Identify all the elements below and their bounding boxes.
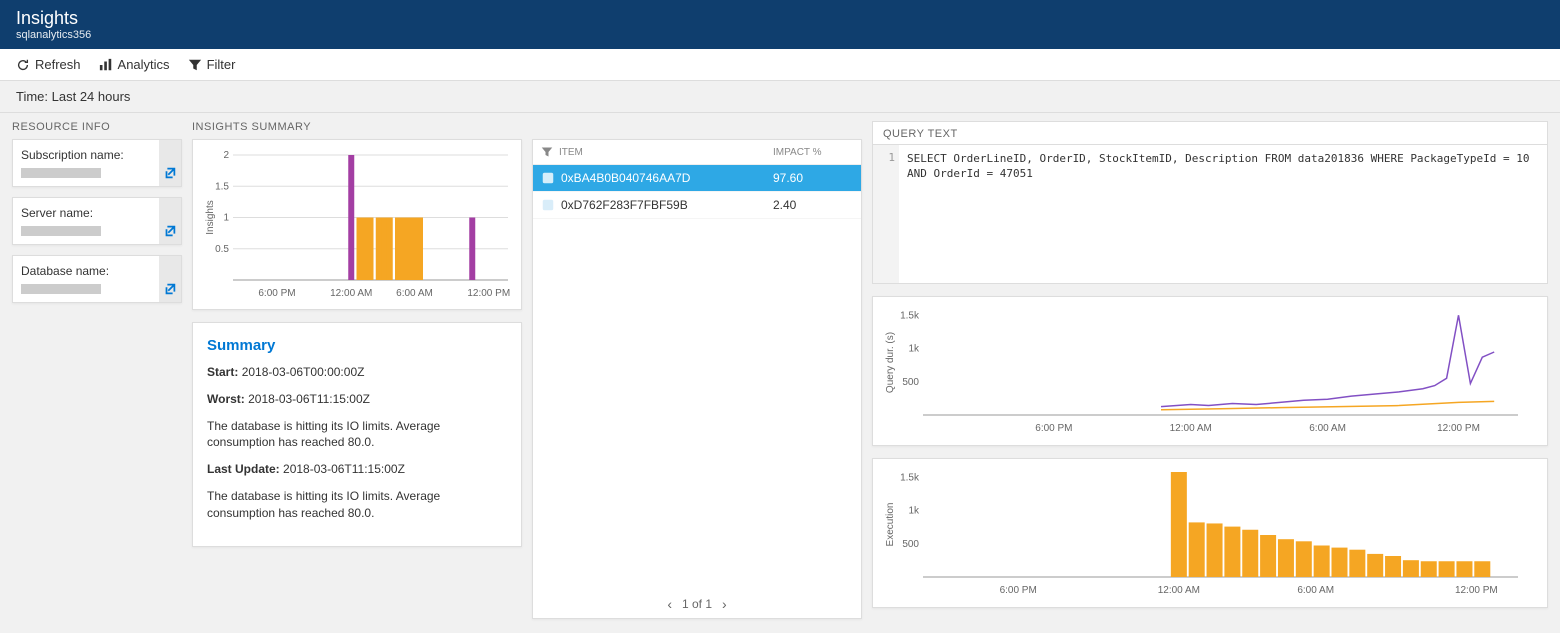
query-text-body: 1 SELECT OrderLineID, OrderID, StockItem… xyxy=(872,144,1548,284)
refresh-button[interactable]: Refresh xyxy=(16,57,81,72)
summary-title: Summary xyxy=(207,337,507,354)
svg-text:6:00 AM: 6:00 AM xyxy=(1309,423,1346,434)
svg-text:1: 1 xyxy=(223,213,229,224)
item-header[interactable]: ITEM xyxy=(559,147,773,158)
query-duration-chart: 500 1k 1.5k 6:00 PM 12:00 AM 6:00 AM 12:00 PM Q… xyxy=(883,305,1523,435)
svg-text:2: 2 xyxy=(223,150,229,161)
update-label: Last Update: xyxy=(207,462,280,476)
analytics-icon xyxy=(99,58,113,72)
item-id: 0xD762F283F7FBF59B xyxy=(561,198,773,212)
svg-text:6:00 PM: 6:00 PM xyxy=(1000,585,1037,596)
svg-text:Execution: Execution xyxy=(885,503,896,547)
open-external-button[interactable] xyxy=(159,198,181,244)
svg-text:Query dur. (s): Query dur. (s) xyxy=(885,332,896,393)
item-list-header: ITEM IMPACT % xyxy=(533,140,861,165)
resource-value-placeholder xyxy=(21,168,101,178)
resource-info-label: RESOURCE INFO xyxy=(12,121,182,133)
start-label: Start: xyxy=(207,365,238,379)
resource-card[interactable]: Server name: xyxy=(12,197,182,245)
page-subtitle: sqlanalytics356 xyxy=(16,29,1544,41)
pager-next[interactable]: › xyxy=(722,596,727,612)
svg-text:Insights: Insights xyxy=(205,200,216,234)
insights-chart: 0.5 1 1.5 2 6:00 PM 12:00 AM 6:00 AM 12:00 PM In… xyxy=(203,150,513,300)
item-impact: 97.60 xyxy=(773,171,853,185)
svg-text:6:00 PM: 6:00 PM xyxy=(258,288,295,299)
analytics-label: Analytics xyxy=(118,57,170,72)
open-external-button[interactable] xyxy=(159,256,181,302)
svg-text:500: 500 xyxy=(902,539,919,550)
resource-card[interactable]: Subscription name: xyxy=(12,139,182,187)
page-title: Insights xyxy=(16,8,1544,29)
query-text-label: QUERY TEXT xyxy=(872,121,1548,144)
svg-text:12:00 AM: 12:00 AM xyxy=(330,288,372,299)
svg-text:0.5: 0.5 xyxy=(215,244,229,255)
resource-value-placeholder xyxy=(21,284,101,294)
query-code[interactable]: SELECT OrderLineID, OrderID, StockItemID… xyxy=(899,145,1547,283)
svg-text:1k: 1k xyxy=(908,506,920,517)
execution-chart: 500 1k 1.5k 6:00 PM 12:00 AM 6:00 AM 12:00 PM E… xyxy=(883,467,1523,597)
summary-card: Summary Start: 2018-03-06T00:00:00Z Wors… xyxy=(192,322,522,547)
resource-card[interactable]: Database name: xyxy=(12,255,182,303)
query-icon xyxy=(541,198,555,212)
svg-text:1.5: 1.5 xyxy=(215,181,229,192)
item-row[interactable]: 0xBA4B0B040746AA7D 97.60 xyxy=(533,165,861,192)
worst-label: Worst: xyxy=(207,392,245,406)
worst-value: 2018-03-06T11:15:00Z xyxy=(248,392,370,406)
svg-text:6:00 AM: 6:00 AM xyxy=(1297,585,1334,596)
item-row[interactable]: 0xD762F283F7FBF59B 2.40 xyxy=(533,192,861,219)
svg-text:12:00 PM: 12:00 PM xyxy=(1455,585,1498,596)
pager: ‹ 1 of 1 › xyxy=(533,590,861,618)
open-external-button[interactable] xyxy=(159,140,181,186)
svg-text:12:00 AM: 12:00 AM xyxy=(1170,423,1212,434)
start-value: 2018-03-06T00:00:00Z xyxy=(242,365,365,379)
impact-header[interactable]: IMPACT % xyxy=(773,147,853,158)
resource-label: Server name: xyxy=(21,206,151,220)
filter-button[interactable]: Filter xyxy=(188,57,236,72)
item-list-card: ITEM IMPACT % 0xBA4B0B040746AA7D 97.60 0… xyxy=(532,139,862,619)
svg-text:500: 500 xyxy=(902,377,919,388)
summary-msg1: The database is hitting its IO limits. A… xyxy=(207,418,507,452)
resource-value-placeholder xyxy=(21,226,101,236)
filter-icon[interactable] xyxy=(541,146,553,158)
filter-label: Filter xyxy=(207,57,236,72)
pager-text: 1 of 1 xyxy=(682,597,712,611)
svg-text:1.5k: 1.5k xyxy=(900,472,920,483)
page-header: Insights sqlanalytics356 xyxy=(0,0,1560,49)
query-icon xyxy=(541,171,555,185)
svg-text:6:00 AM: 6:00 AM xyxy=(396,288,433,299)
svg-text:1.5k: 1.5k xyxy=(900,310,920,321)
update-value: 2018-03-06T11:15:00Z xyxy=(283,462,405,476)
open-external-icon xyxy=(163,166,177,180)
insights-summary-label: INSIGHTS SUMMARY xyxy=(192,121,522,133)
query-line-gutter: 1 xyxy=(873,145,899,283)
item-impact: 2.40 xyxy=(773,198,853,212)
svg-text:12:00 PM: 12:00 PM xyxy=(467,288,510,299)
item-id: 0xBA4B0B040746AA7D xyxy=(561,171,773,185)
filter-icon xyxy=(188,58,202,72)
open-external-icon xyxy=(163,224,177,238)
svg-text:12:00 AM: 12:00 AM xyxy=(1158,585,1200,596)
svg-text:1k: 1k xyxy=(908,344,920,355)
resource-label: Database name: xyxy=(21,264,151,278)
resource-label: Subscription name: xyxy=(21,148,151,162)
refresh-icon xyxy=(16,58,30,72)
execution-chart-card[interactable]: 500 1k 1.5k 6:00 PM 12:00 AM 6:00 AM 12:00 PM E… xyxy=(872,458,1548,608)
toolbar: Refresh Analytics Filter xyxy=(0,49,1560,81)
svg-text:12:00 PM: 12:00 PM xyxy=(1437,423,1480,434)
insights-chart-card[interactable]: 0.5 1 1.5 2 6:00 PM 12:00 AM 6:00 AM 12:00 PM In… xyxy=(192,139,522,310)
time-range-bar[interactable]: Time: Last 24 hours xyxy=(0,81,1560,113)
analytics-button[interactable]: Analytics xyxy=(99,57,170,72)
query-duration-chart-card[interactable]: 500 1k 1.5k 6:00 PM 12:00 AM 6:00 AM 12:00 PM Q… xyxy=(872,296,1548,446)
pager-prev[interactable]: ‹ xyxy=(667,596,672,612)
summary-msg2: The database is hitting its IO limits. A… xyxy=(207,488,507,522)
open-external-icon xyxy=(163,282,177,296)
svg-text:6:00 PM: 6:00 PM xyxy=(1035,423,1072,434)
refresh-label: Refresh xyxy=(35,57,81,72)
